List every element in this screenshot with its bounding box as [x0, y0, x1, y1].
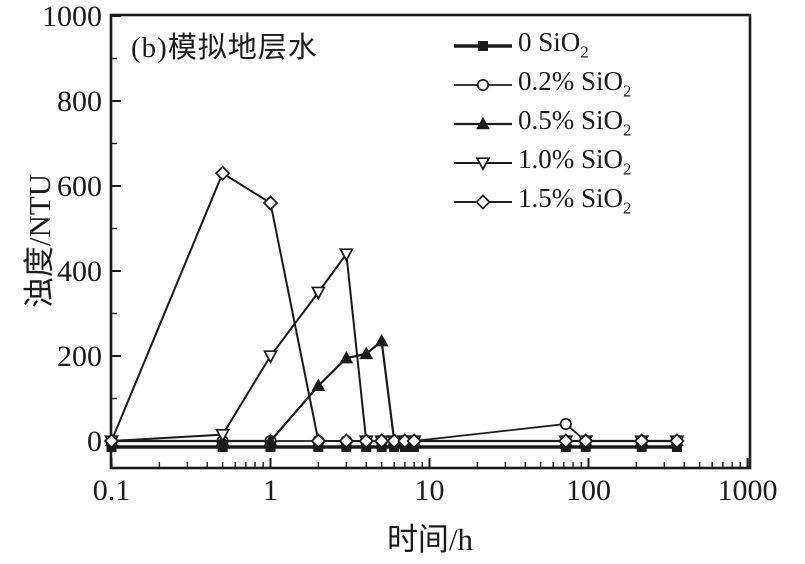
legend-label-0: 0 SiO2 — [518, 27, 589, 62]
series-2-marker — [311, 378, 326, 392]
series-line-3 — [111, 251, 677, 442]
y-tick-label: 600 — [57, 170, 102, 203]
y-axis-title: 浊度/NTU — [22, 173, 57, 309]
legend-item-2: 0.5% SiO2 — [452, 104, 631, 143]
series-4-marker — [214, 165, 231, 181]
legend-marker-2 — [476, 116, 490, 129]
series-2-marker — [263, 433, 278, 447]
legend-label-2: 0.5% SiO2 — [518, 105, 632, 140]
legend-marker-0 — [478, 40, 488, 51]
legend-label-1: 0.2% SiO2 — [518, 66, 632, 101]
series-line-2 — [111, 339, 677, 443]
series-3-marker — [338, 248, 354, 262]
series-4-marker — [558, 433, 574, 449]
legend-key-square-icon — [454, 40, 512, 51]
legend-marker-1 — [476, 78, 490, 91]
x-tick-label: 10 — [415, 474, 445, 507]
plot-frame — [109, 13, 752, 470]
series-4-marker — [386, 433, 402, 449]
legend-marker-4 — [475, 193, 491, 210]
x-axis-title: 时间/h — [386, 522, 474, 557]
series-4-marker — [358, 433, 374, 449]
series-4-marker — [262, 195, 279, 211]
legend-key-triangle-down-icon — [454, 156, 512, 171]
series-4-marker — [103, 433, 120, 449]
series-1-marker — [559, 417, 572, 431]
legend-item-3: 1.0% SiO2 — [452, 143, 631, 182]
series-2-marker — [374, 333, 389, 347]
x-tick-label: 1 — [263, 474, 278, 507]
series-4-marker — [373, 433, 390, 449]
y-tick-label: 0 — [87, 425, 102, 458]
series-2-marker — [339, 350, 354, 364]
legend-marker-3 — [475, 156, 491, 171]
legend: 0 SiO2 0.2% SiO2 0.5% SiO2 1.0% SiO2 1.5% Si… — [452, 26, 631, 221]
y-tick-label: 200 — [57, 340, 102, 373]
series-4-marker — [669, 433, 685, 449]
y-tick-label: 1000 — [42, 0, 102, 33]
series-4-marker — [577, 433, 594, 449]
series-3-marker — [310, 286, 326, 301]
x-tick-label: 0.1 — [93, 474, 131, 507]
series-4-marker — [338, 433, 355, 449]
series-2-marker — [359, 346, 374, 360]
x-tick-label: 1000 — [718, 474, 778, 507]
series-3-marker — [215, 428, 231, 443]
legend-label-4: 1.5% SiO2 — [518, 183, 632, 218]
legend-item-1: 0.2% SiO2 — [452, 65, 631, 104]
series-3-marker — [263, 350, 278, 364]
series-4-marker — [310, 433, 327, 449]
legend-item-0: 0 SiO2 — [452, 26, 631, 65]
legend-label-3: 1.0% SiO2 — [518, 144, 632, 179]
legend-item-4: 1.5% SiO2 — [452, 182, 631, 221]
y-tick-label: 800 — [57, 85, 102, 118]
y-tick-label: 400 — [57, 255, 102, 288]
series-4-marker — [406, 433, 422, 449]
panel-label: (b)模拟地层水 — [131, 32, 318, 64]
legend-key-diamond-icon — [454, 193, 512, 210]
legend-key-triangle-up-icon — [454, 116, 512, 129]
series-4-marker — [633, 433, 650, 449]
x-tick-label: 100 — [566, 474, 611, 507]
legend-key-circle-icon — [454, 78, 512, 91]
